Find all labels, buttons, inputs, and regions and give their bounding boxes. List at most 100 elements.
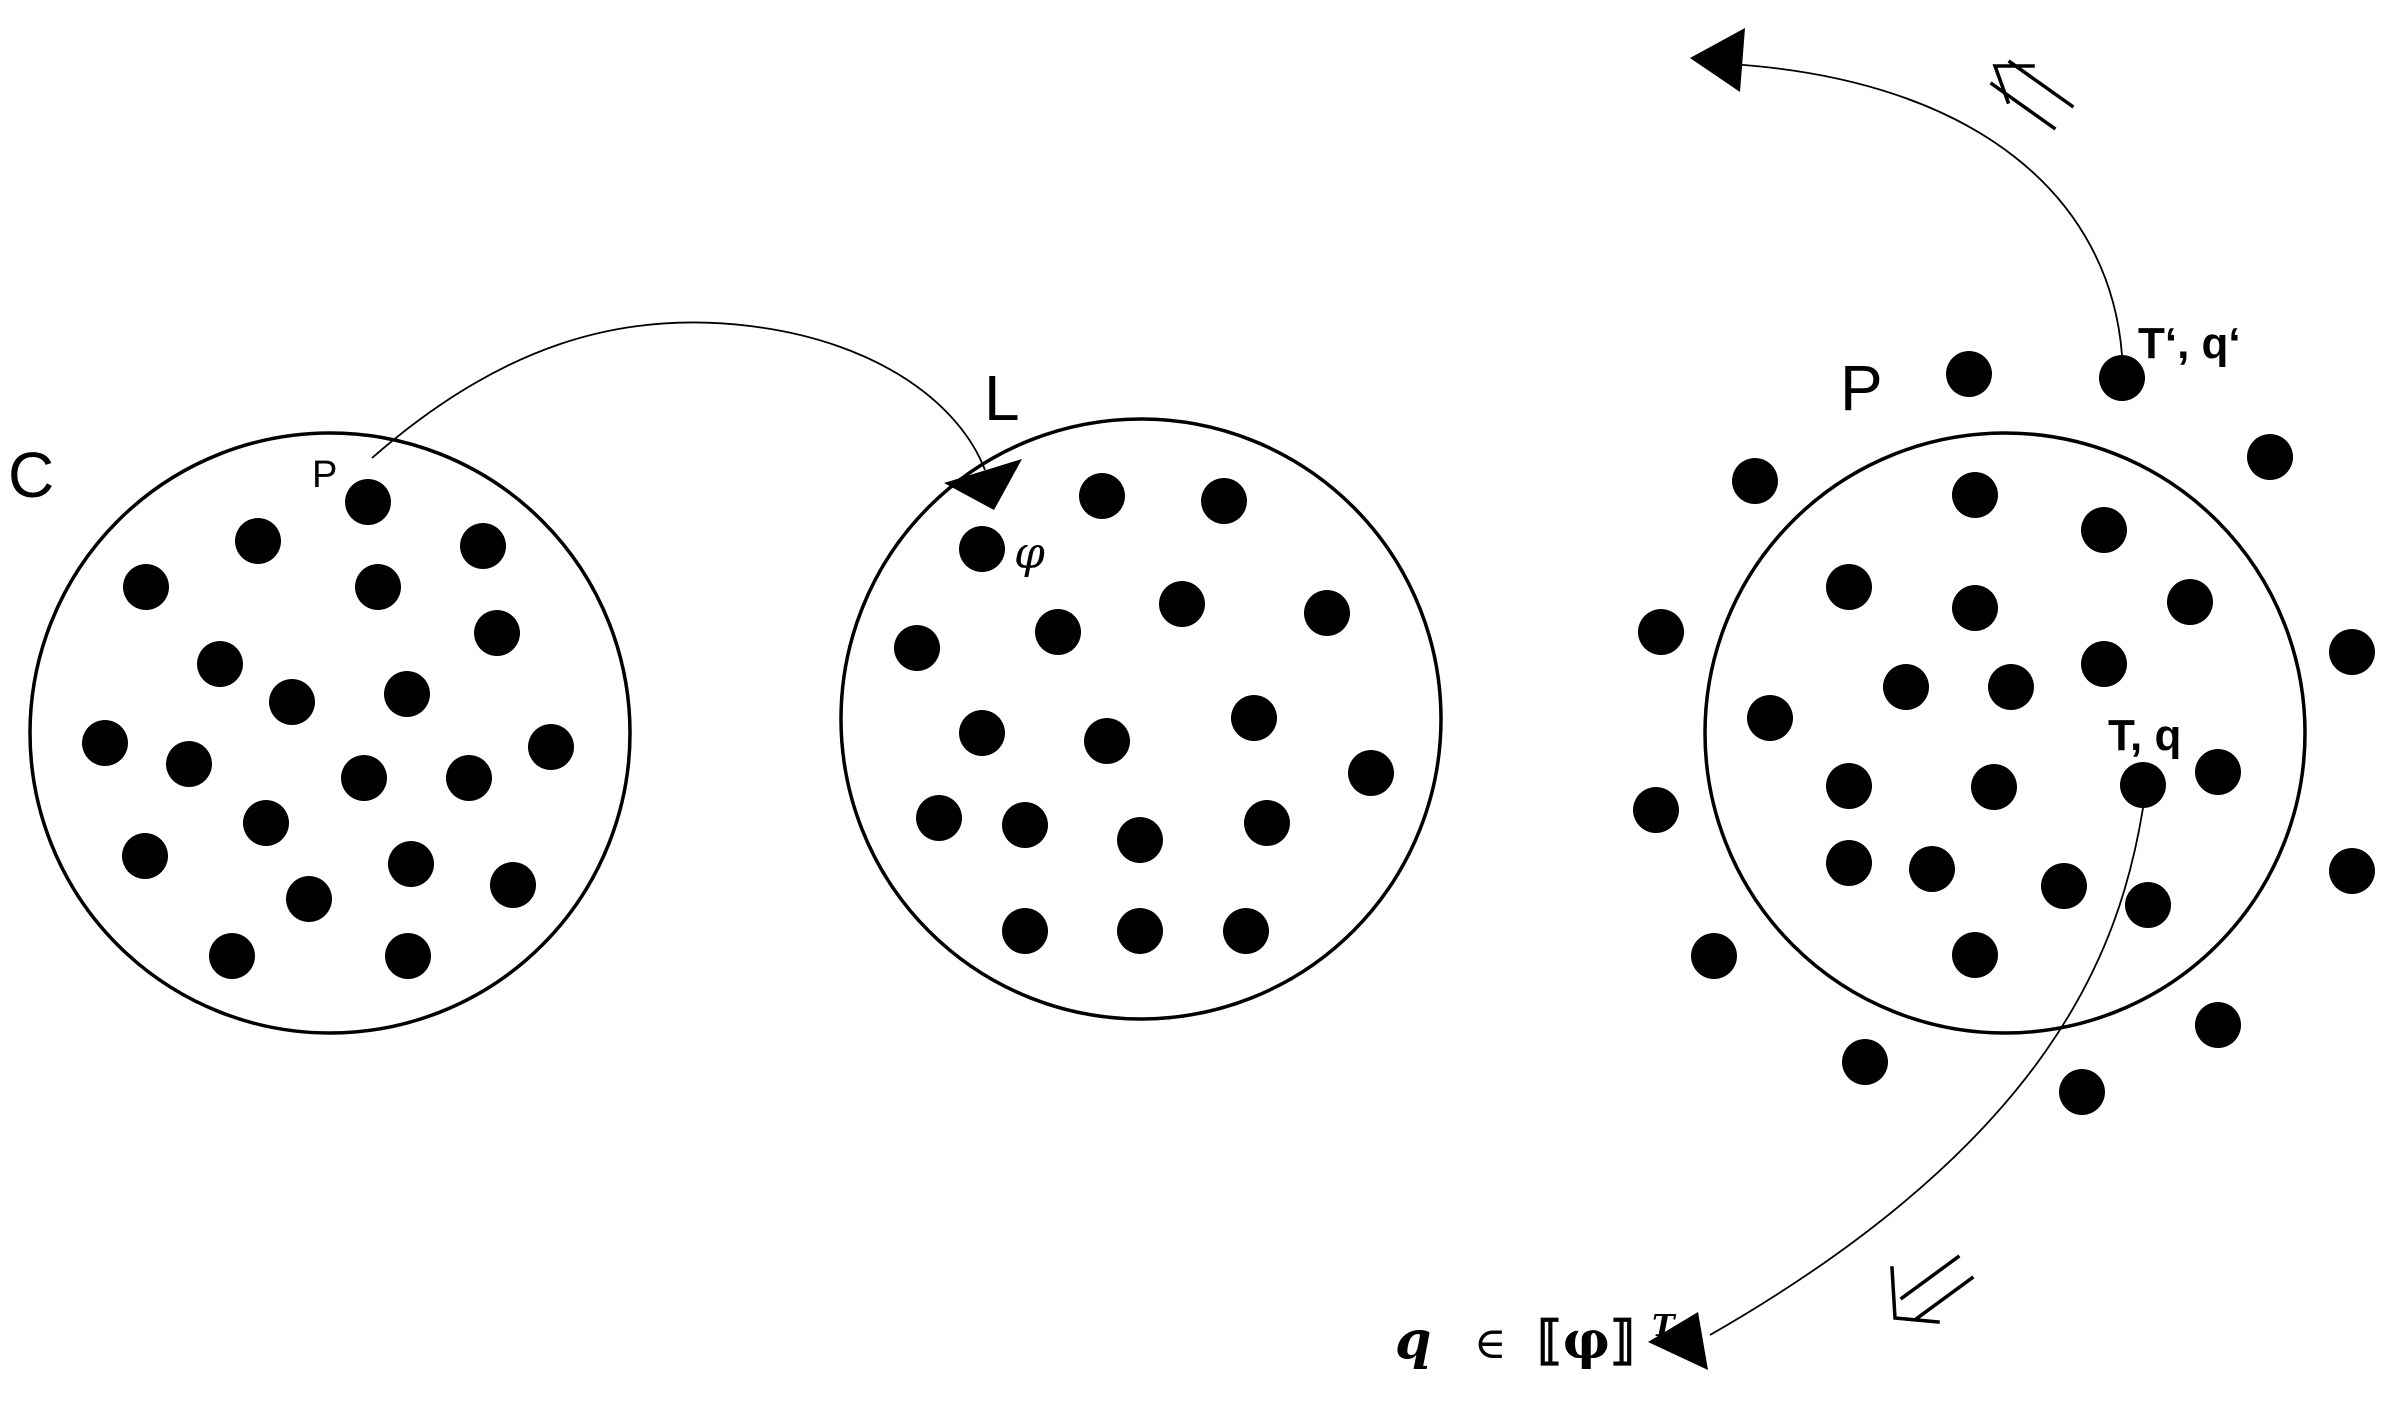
set-l-element [1084,718,1130,764]
set-l-circle [839,417,1443,1021]
set-p-outer-element [1946,351,1992,397]
set-p-inner-element [1952,585,1998,631]
set-l-element [959,526,1005,572]
result-member-of: ∈ [1474,1318,1507,1369]
set-c-circle [28,431,632,1035]
set-c-element [123,564,169,610]
set-p-inner-element [2195,749,2241,795]
set-p-outer-element [1732,458,1778,504]
point-tq-prime-label: T‘, q‘ [2138,319,2241,368]
set-p-outer-element [2329,629,2375,675]
set-c-element [286,876,332,922]
set-p-outer-element [2195,1002,2241,1048]
set-p-label: P [1840,352,1883,424]
set-c-element [388,841,434,887]
set-l-element [1079,473,1125,519]
set-p-outer-element [2059,1069,2105,1115]
set-l-element [1244,800,1290,846]
set-l: L φ [839,362,1443,1021]
set-c-element [243,800,289,846]
set-l-element [1231,695,1277,741]
set-p-outer-element [1638,609,1684,655]
set-p: P [1633,319,2375,1115]
set-c-element [269,679,315,725]
set-c-element [474,610,520,656]
mapping-arrow-c-to-l [371,321,986,471]
set-l-element [916,795,962,841]
set-l-element [1159,581,1205,627]
set-l-element [1002,802,1048,848]
set-l-element [1304,590,1350,636]
set-p-point-tq [2120,762,2166,808]
set-p-outer-element [1691,933,1737,979]
set-p-inner-element [1826,840,1872,886]
set-c-label: C [8,439,54,511]
set-l-elements [894,473,1394,954]
set-p-inner-elements [1747,472,2241,978]
set-c-element [209,933,255,979]
set-c: C P [8,431,632,1035]
set-p-inner-element [1988,664,2034,710]
set-l-element [1223,908,1269,954]
set-c-element [166,741,212,787]
set-p-inner-element [1747,695,1793,741]
set-c-element [82,720,128,766]
set-c-element [122,833,168,879]
set-l-element [1117,817,1163,863]
set-p-inner-element [1971,764,2017,810]
set-c-element [384,671,430,717]
set-p-inner-element [1952,472,1998,518]
set-c-element [345,479,391,525]
evaluation-arrow-down [1709,807,2144,1336]
set-p-outer-element [1633,787,1679,833]
result-superscript: T [1652,1309,1677,1344]
implication-arrow-up-icon [1989,59,2075,131]
result-formula: q ∈ ⟦φ⟧ T [1395,1309,1677,1371]
set-p-inner-element [2125,882,2171,928]
set-l-label: L [984,362,1020,434]
set-p-inner-element [2041,863,2087,909]
set-c-element [460,523,506,569]
set-c-element [490,862,536,908]
result-denotation: ⟦φ⟧ [1537,1310,1636,1371]
set-p-inner-element [2167,579,2213,625]
set-p-outer-element [2329,848,2375,894]
set-c-element [355,564,401,610]
implication-arrow-down-icon [1890,1254,1975,1324]
set-p-inner-element [1952,932,1998,978]
set-l-element [1201,478,1247,524]
mapping-arrowhead [944,459,1022,510]
set-c-element [528,724,574,770]
set-l-element [1348,750,1394,796]
set-c-element [341,755,387,801]
set-l-element [894,625,940,671]
result-q: q [1395,1310,1431,1371]
transition-arrow-up [1729,63,2123,356]
set-p-circle [1703,431,2307,1035]
formula-phi-label: φ [1014,528,1045,579]
set-p-inner-element [1826,763,1872,809]
set-l-element [1002,908,1048,954]
set-p-inner-element [2081,507,2127,553]
set-p-inner-element [1826,564,1872,610]
transition-arrowhead-up [1690,28,1745,92]
set-p-inner-element [1909,846,1955,892]
set-p-inner-element [2081,641,2127,687]
set-c-point-label: P [312,454,337,496]
set-p-outer-element [2247,434,2293,480]
set-l-element [959,710,1005,756]
set-p-outer-elements [1633,351,2375,1115]
set-c-elements [82,479,574,979]
set-c-element [385,933,431,979]
evaluation-arrowhead-down [1648,1312,1708,1370]
set-l-element [1117,908,1163,954]
set-p-outer-element [1842,1039,1888,1085]
set-p-inner-element [1883,664,1929,710]
set-c-element [235,518,281,564]
set-l-element [1035,609,1081,655]
set-c-element [446,755,492,801]
set-p-point-tq-prime [2099,355,2145,401]
set-c-element [197,641,243,687]
point-tq-label: T, q [2108,711,2181,760]
